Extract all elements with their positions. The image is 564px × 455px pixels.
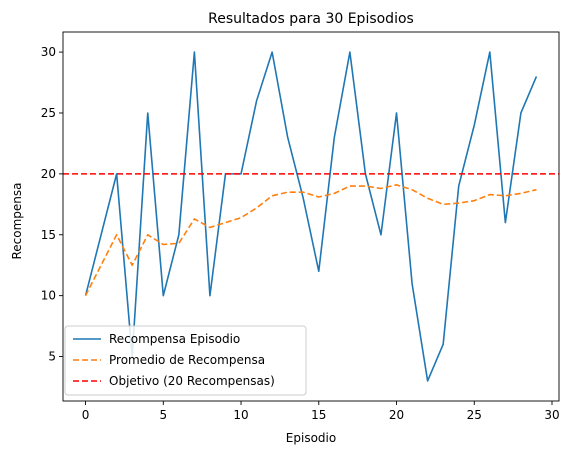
y-tick-label: 20 [41, 167, 56, 181]
x-tick-label: 0 [82, 408, 90, 422]
legend-entry-label: Recompensa Episodio [109, 332, 240, 346]
legend-entry-label: Promedio de Recompensa [109, 353, 265, 367]
x-axis: 0 5 10 15 20 25 30 [82, 401, 560, 422]
average-reward-line [84, 184, 537, 297]
y-axis: 5 10 15 20 25 30 [41, 45, 63, 364]
legend-entry-label: Objetivo (20 Recompensas) [109, 374, 275, 388]
y-tick-label: 30 [41, 45, 56, 59]
episode-reward-line [84, 51, 538, 382]
x-tick-label: 20 [389, 408, 404, 422]
legend: Recompensa Episodio Promedio de Recompens… [64, 325, 307, 396]
y-tick-label: 5 [48, 350, 56, 364]
y-axis-label: Recompensa [10, 182, 24, 259]
x-axis-label: Episodio [286, 431, 336, 445]
x-tick-label: 25 [467, 408, 482, 422]
x-tick-label: 15 [311, 408, 326, 422]
y-tick-label: 10 [41, 289, 56, 303]
axes-frame [62, 31, 560, 402]
x-tick-label: 10 [233, 408, 248, 422]
x-tick-label: 30 [544, 408, 559, 422]
legend-box [64, 325, 307, 396]
plot-area [62, 31, 560, 402]
chart-title: Resultados para 30 Episodios [208, 11, 414, 27]
x-tick-label: 5 [159, 408, 167, 422]
y-tick-label: 15 [41, 228, 56, 242]
y-tick-label: 25 [41, 106, 56, 120]
